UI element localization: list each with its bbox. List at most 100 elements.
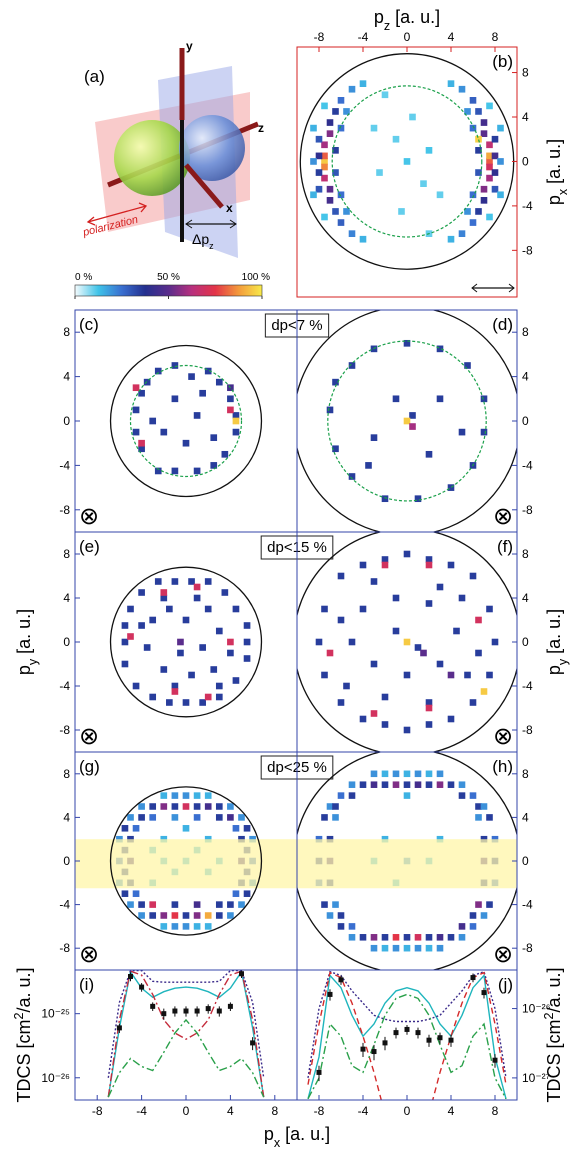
heat-cell xyxy=(166,699,173,706)
heat-cell xyxy=(160,792,168,799)
heat-cell xyxy=(475,135,482,143)
data-point xyxy=(415,1030,421,1036)
heat-cell xyxy=(469,923,477,930)
heat-cell xyxy=(425,556,433,563)
heat-cell xyxy=(149,417,157,425)
x-tick-label: -4 xyxy=(358,1104,369,1118)
heat-cell xyxy=(188,671,195,679)
highlight-band xyxy=(297,839,517,889)
heat-cell xyxy=(475,169,482,176)
data-point xyxy=(327,991,333,997)
heat-cell xyxy=(359,561,367,569)
heat-cell xyxy=(464,208,471,215)
y-tick-label: 4 xyxy=(522,370,529,384)
heat-cell xyxy=(469,699,477,706)
data-point xyxy=(239,971,244,977)
data-point xyxy=(139,984,145,990)
heat-cell xyxy=(215,693,223,701)
plot-area xyxy=(297,532,517,752)
heat-cell xyxy=(315,638,323,646)
heat-cell xyxy=(182,439,190,447)
heat-cell xyxy=(227,406,234,414)
plot-area xyxy=(109,344,263,498)
plot-area xyxy=(107,970,265,1098)
heat-cell xyxy=(215,814,223,821)
heat-cell xyxy=(138,814,145,821)
frame xyxy=(74,531,298,753)
heat-cell xyxy=(392,627,400,635)
heat-cell xyxy=(182,912,190,919)
heat-cell xyxy=(326,835,334,843)
heat-cell xyxy=(370,710,378,717)
heat-cell xyxy=(436,345,444,353)
heat-cell xyxy=(469,572,477,580)
heat-cell xyxy=(182,792,190,799)
arrow-head xyxy=(185,219,193,229)
heat-cell xyxy=(121,638,129,646)
axis-label-part: p xyxy=(544,665,564,675)
y-tick-label: -4 xyxy=(59,679,70,693)
plot-area xyxy=(297,752,517,970)
heat-cell xyxy=(337,792,345,799)
dashed-circle xyxy=(331,85,483,238)
x-tick-label: 0 xyxy=(404,30,411,44)
heat-cell xyxy=(392,934,400,941)
heat-cell xyxy=(138,445,145,453)
arrow-head xyxy=(471,283,478,293)
plot-area xyxy=(75,786,297,936)
y-tick-label: 4 xyxy=(522,810,529,824)
heat-cell xyxy=(348,923,356,930)
heat-cell xyxy=(475,814,482,821)
y-tick-label: -8 xyxy=(59,723,70,737)
heat-cell xyxy=(337,923,345,930)
heat-cell xyxy=(249,835,256,843)
data-point xyxy=(448,1037,454,1043)
y-tick-label: 0 xyxy=(522,414,529,428)
heat-cell xyxy=(425,699,433,706)
y-tick-label: 8 xyxy=(522,547,529,561)
data-point xyxy=(404,1026,410,1032)
heat-cell xyxy=(171,923,179,930)
data-point xyxy=(360,1046,366,1052)
heat-cell xyxy=(403,944,411,952)
heat-cell xyxy=(365,462,372,469)
heat-cell xyxy=(221,450,229,458)
heat-cell xyxy=(447,934,455,941)
x-tick-label: 8 xyxy=(492,1104,499,1118)
heat-cell xyxy=(436,944,444,952)
data-point xyxy=(227,1003,233,1009)
heat-cell xyxy=(332,445,339,453)
data-point xyxy=(216,1008,222,1014)
heat-cell xyxy=(486,102,493,110)
panel-label: (c) xyxy=(79,315,99,334)
heat-cell xyxy=(425,944,433,952)
heat-cell xyxy=(154,578,162,585)
heat-cell xyxy=(497,124,504,132)
heat-cell xyxy=(381,721,389,728)
heat-cell xyxy=(348,85,356,93)
heat-cell xyxy=(425,561,433,569)
heat-cell xyxy=(238,814,245,821)
frame xyxy=(296,46,518,298)
heat-cell xyxy=(458,230,466,237)
polarization-arrow xyxy=(87,205,147,223)
kinematic-circle xyxy=(109,786,263,936)
heat-cell xyxy=(171,901,179,908)
heat-cell xyxy=(132,682,140,690)
y-tick-label: 8 xyxy=(63,325,70,339)
heat-cell xyxy=(381,495,389,503)
heat-cell xyxy=(480,835,488,843)
heat-cell xyxy=(447,484,455,491)
heat-cell xyxy=(215,378,223,386)
heat-cell xyxy=(414,644,422,651)
heat-cell xyxy=(458,781,466,788)
heat-cell xyxy=(370,934,378,941)
heat-cell xyxy=(321,605,328,613)
heat-cell xyxy=(359,934,367,941)
heat-cell xyxy=(315,835,323,843)
heat-cell xyxy=(160,666,168,673)
colorbar-tick-label: 100 % xyxy=(242,272,270,283)
heat-cell xyxy=(480,912,488,919)
heat-cell xyxy=(193,583,201,591)
heat-cell xyxy=(232,417,240,425)
